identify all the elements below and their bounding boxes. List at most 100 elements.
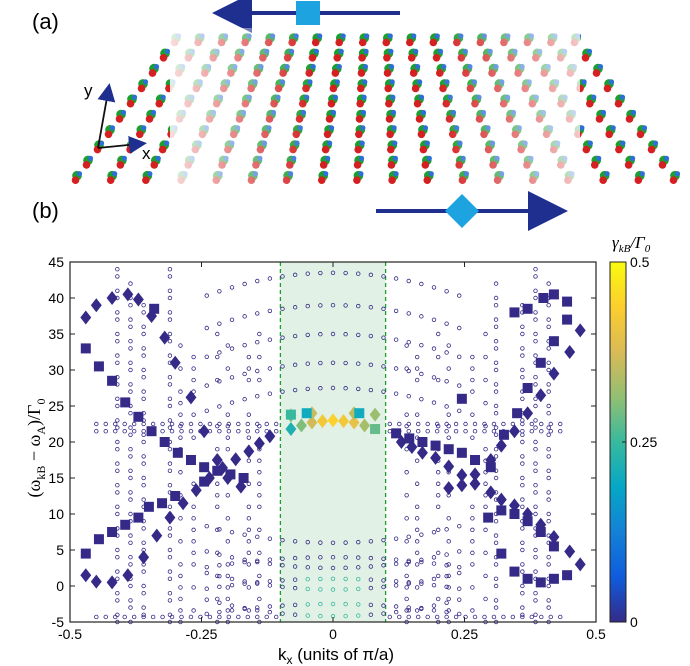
band-circle: [167, 274, 173, 279]
band-circle: [419, 605, 424, 611]
band-circle: [520, 612, 525, 617]
y-tick-label: 45: [48, 254, 64, 270]
band-circle: [330, 565, 336, 571]
band-circle: [446, 343, 451, 348]
band-circle: [141, 324, 146, 329]
band-circle: [115, 339, 120, 344]
band-circle: [217, 600, 222, 606]
band-circle: [167, 295, 173, 301]
band-circle: [318, 386, 323, 391]
band-circle: [483, 493, 488, 498]
band-circle: [257, 527, 262, 533]
atom-blue: [587, 140, 593, 146]
band-circle: [343, 601, 348, 607]
diamond-point: [230, 452, 242, 467]
band-circle: [546, 475, 551, 481]
band-circle: [318, 576, 323, 582]
band-circle: [305, 576, 310, 582]
band-circle: [381, 611, 386, 616]
diamond-point: [306, 415, 318, 430]
diamond-point: [211, 453, 223, 467]
band-circle: [318, 270, 323, 276]
square-point: [159, 437, 170, 447]
atom-red: [145, 115, 154, 123]
band-circle: [257, 596, 262, 602]
band-circle: [178, 585, 183, 590]
band-circle: [141, 303, 146, 308]
band-circle: [539, 614, 544, 620]
band-circle: [493, 576, 499, 581]
band-circle: [141, 461, 146, 466]
band-circle: [446, 435, 451, 440]
shaded-region: [280, 262, 386, 622]
band-circle: [431, 582, 437, 588]
band-circle: [178, 470, 183, 475]
xy-axes-indicator: y x: [84, 81, 151, 163]
band-circle: [446, 516, 451, 521]
band-circle: [128, 339, 133, 344]
band-circle: [191, 539, 196, 544]
band-circle: [393, 609, 399, 615]
band-circle: [381, 389, 386, 394]
band-circle: [167, 547, 173, 553]
band-circle: [305, 332, 310, 338]
band-circle: [501, 421, 506, 427]
diamond-point: [509, 424, 520, 439]
band-circle: [343, 303, 348, 308]
band-circle: [225, 423, 230, 429]
band-circle: [483, 527, 488, 533]
band-circle: [257, 458, 262, 463]
band-circle: [381, 584, 386, 590]
band-circle: [356, 586, 361, 592]
lattice-atom: [150, 155, 161, 169]
square-point: [522, 573, 533, 584]
band-circle: [204, 325, 209, 331]
atom-red: [585, 99, 594, 108]
band-circle: [255, 394, 260, 399]
square-point: [498, 429, 509, 440]
band-circle: [446, 539, 451, 544]
band-circle: [419, 559, 424, 565]
band-circle: [141, 612, 146, 617]
top-square-marker: [296, 1, 320, 25]
band-circle: [457, 597, 462, 602]
band-circle: [141, 591, 146, 596]
band-circle: [198, 614, 203, 620]
band-circle: [115, 418, 120, 423]
band-circle: [434, 429, 440, 434]
band-circle: [446, 608, 451, 613]
band-circle: [546, 317, 551, 322]
band-circle: [169, 429, 175, 434]
band-circle: [167, 403, 173, 409]
band-circle: [368, 305, 374, 310]
band-circle: [225, 608, 230, 613]
atom-blue: [586, 48, 593, 54]
band-circle: [122, 614, 127, 620]
band-circle: [431, 375, 437, 380]
band-circle: [356, 555, 361, 560]
band-circle: [406, 581, 411, 586]
band-circle: [204, 597, 209, 602]
band-circle: [416, 614, 421, 620]
band-circle: [191, 527, 196, 533]
band-circle: [215, 573, 220, 579]
square-point: [417, 437, 428, 447]
band-circle: [292, 272, 298, 278]
band-circle: [255, 421, 260, 427]
band-circle: [204, 383, 209, 388]
band-circle: [546, 382, 551, 387]
atom-red: [104, 130, 113, 139]
square-point: [443, 444, 454, 455]
band-circle: [167, 288, 173, 293]
diamond-point: [159, 330, 171, 345]
band-circle: [225, 573, 230, 579]
band-circle: [167, 375, 173, 380]
square-point: [80, 548, 91, 559]
band-circle: [178, 573, 183, 579]
band-circle: [169, 614, 175, 620]
band-circle: [178, 516, 183, 521]
band-circle: [131, 421, 137, 427]
band-circle: [246, 550, 252, 556]
band-circle: [267, 391, 273, 396]
band-circle: [292, 564, 298, 569]
